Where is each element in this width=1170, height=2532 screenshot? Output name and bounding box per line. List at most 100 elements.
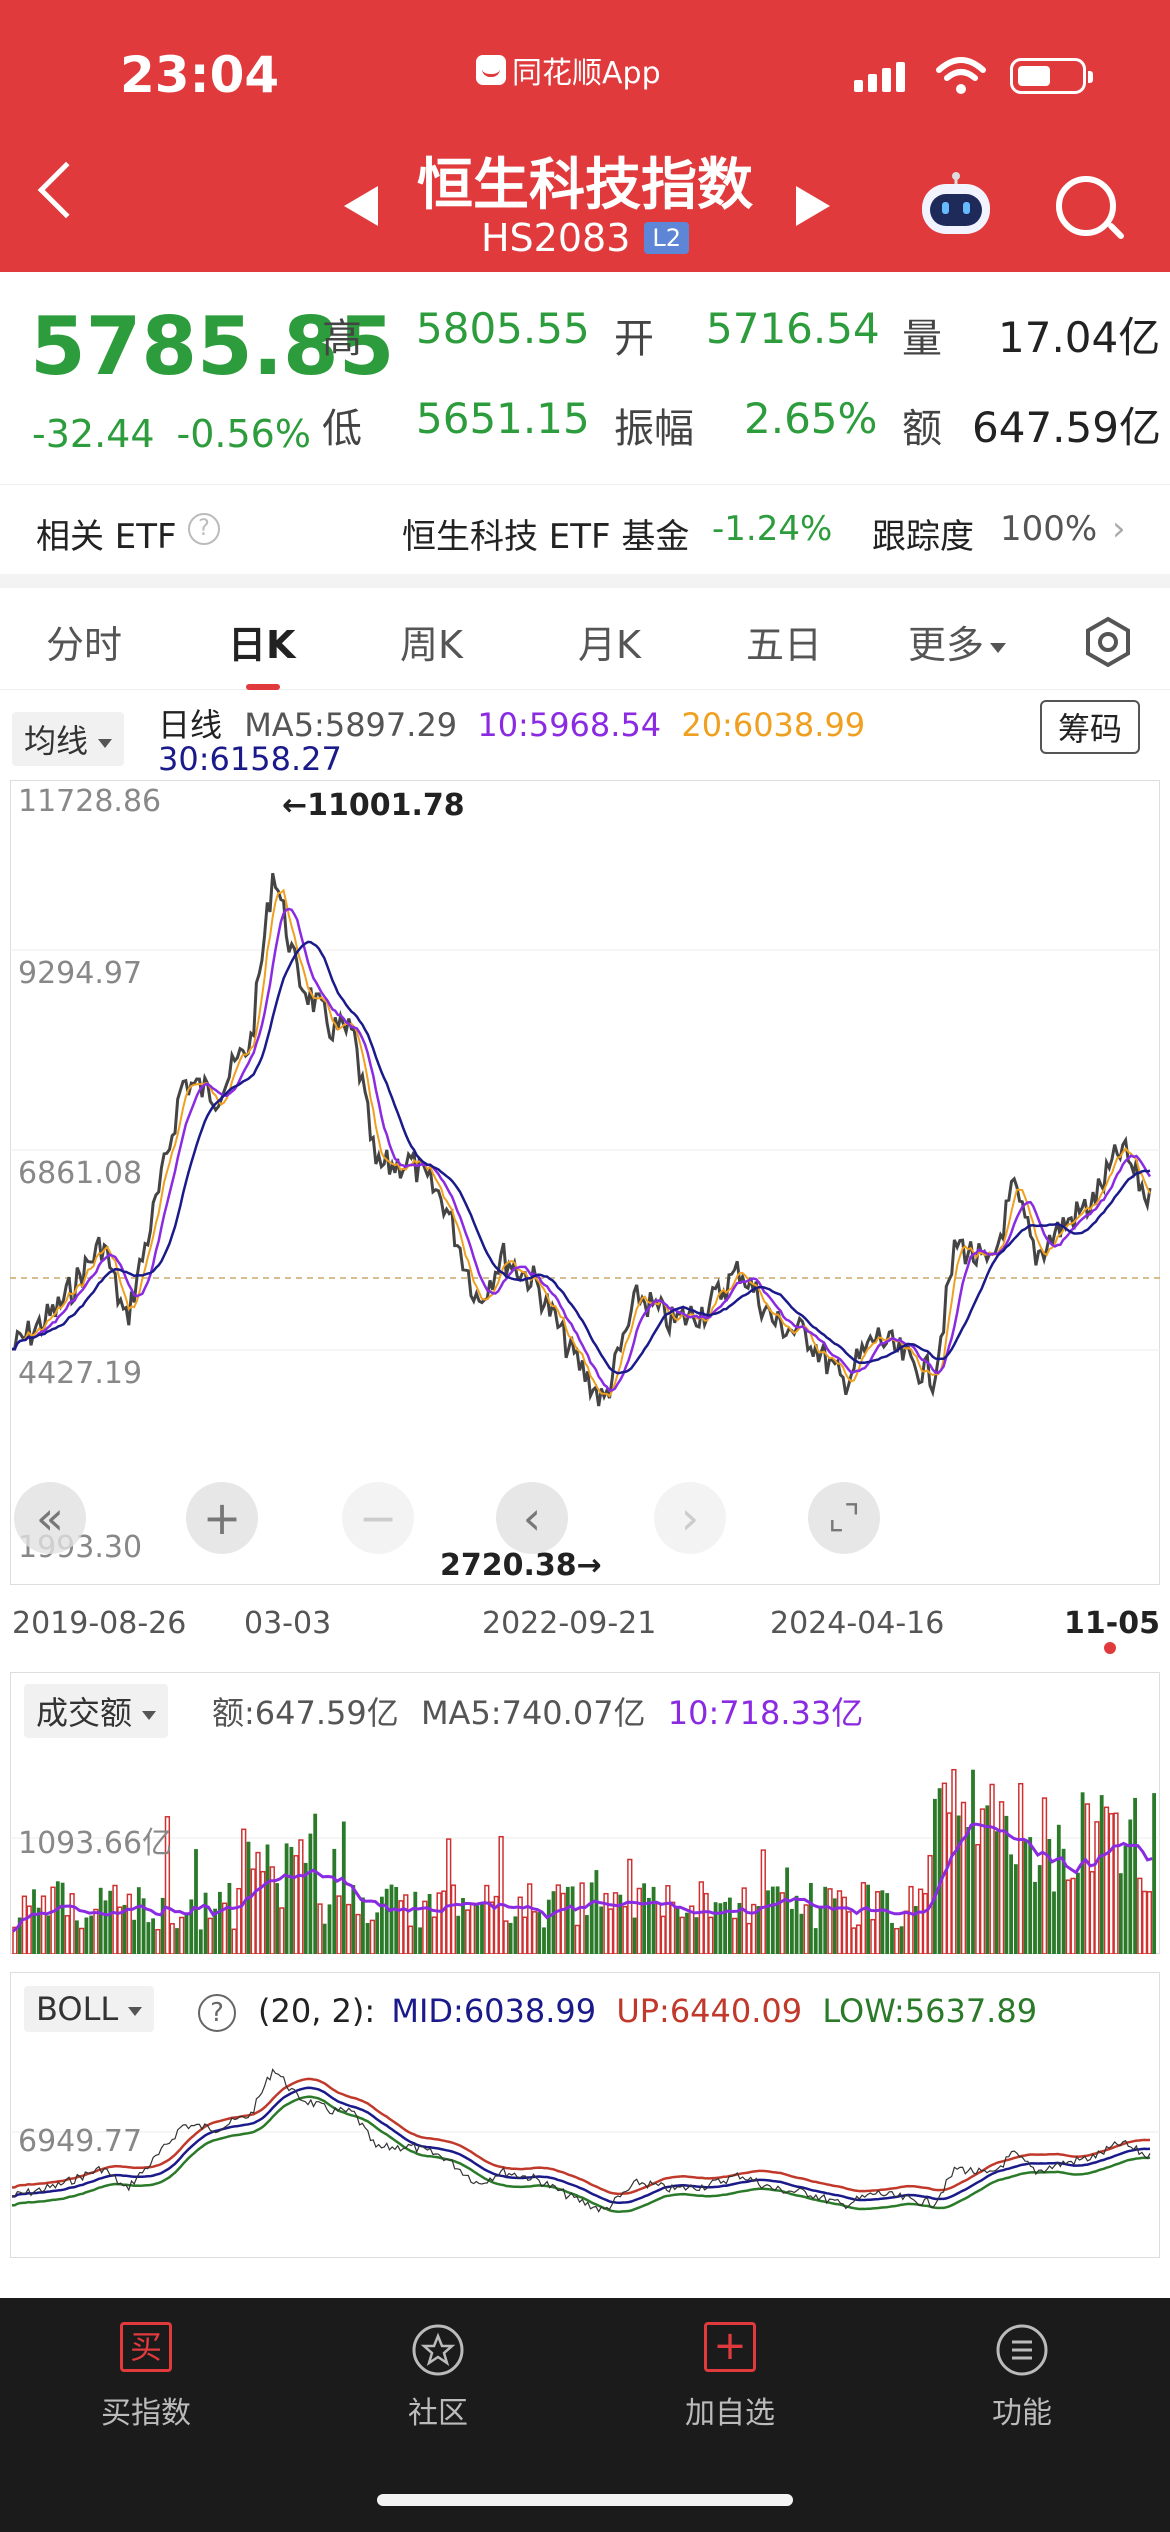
- y-label-max: 11728.86: [18, 784, 162, 819]
- prev-stock-button[interactable]: [344, 186, 378, 226]
- volume-bar: [255, 1851, 261, 1954]
- volume-bar: [403, 1894, 409, 1954]
- fullscreen-icon[interactable]: ⌞⌝: [808, 1482, 880, 1554]
- nav-buy-index[interactable]: 买 买指数: [46, 2322, 246, 2432]
- volume-bar: [484, 1884, 490, 1954]
- volume-bar: [979, 1808, 986, 1954]
- volume-bar: [608, 1908, 614, 1954]
- volume-bar: [922, 1892, 928, 1954]
- scroll-right-button[interactable]: ›: [654, 1482, 726, 1554]
- search-icon[interactable]: [1056, 176, 1116, 236]
- volume-bar: [1052, 1891, 1056, 1954]
- volume-bar: [913, 1906, 918, 1954]
- volume-bar: [1041, 1797, 1048, 1954]
- battery-icon: [1010, 58, 1093, 94]
- tab-monthly-k[interactable]: 月K: [578, 623, 641, 667]
- zoom-out-button[interactable]: −: [342, 1482, 414, 1554]
- volume-ma-line: [12, 1822, 1153, 1933]
- tab-daily-k[interactable]: 日K: [228, 623, 296, 667]
- tab-five-day[interactable]: 五日: [746, 623, 823, 667]
- y-label-4: 4427.19: [18, 1356, 143, 1391]
- volume-bar: [522, 1916, 528, 1954]
- tracking-value: 100%: [1000, 509, 1098, 549]
- boll-low-line: [12, 2095, 1151, 2213]
- volume-bar: [647, 1897, 651, 1954]
- tab-intraday[interactable]: 分时: [46, 623, 123, 667]
- volume-bar: [418, 1927, 422, 1954]
- volume-indicator-dropdown[interactable]: 成交额: [24, 1684, 169, 1738]
- volume-bar: [542, 1927, 546, 1954]
- volume-chart[interactable]: [10, 1740, 1160, 1954]
- volume-bar: [175, 1928, 179, 1954]
- boll-help-icon[interactable]: ?: [198, 1994, 236, 2032]
- next-stock-button[interactable]: [796, 186, 830, 226]
- volume-bar: [799, 1913, 804, 1954]
- volume-bar: [813, 1928, 818, 1954]
- home-indicator[interactable]: [377, 2494, 793, 2506]
- status-time: 23:04: [120, 46, 280, 104]
- volume-bar: [832, 1898, 837, 1954]
- volume-bar: [866, 1884, 870, 1954]
- volume-bar: [946, 1812, 952, 1954]
- chart-tabs: 分时 日K 周K 月K 五日 更多: [0, 600, 1170, 690]
- volume-label: 量: [902, 316, 942, 362]
- volume-bar: [194, 1849, 198, 1954]
- zoom-in-button[interactable]: +: [186, 1482, 258, 1554]
- volume-bar: [475, 1905, 480, 1954]
- bottom-nav: 买 买指数 社区 + 加自选 功能: [0, 2298, 1170, 2532]
- rewind-button[interactable]: «: [14, 1482, 86, 1554]
- tab-more[interactable]: 更多: [908, 614, 1007, 669]
- volume-bar: [112, 1884, 118, 1954]
- level-badge: L2: [644, 222, 690, 254]
- boll-panel-frame[interactable]: [10, 1972, 1160, 2258]
- back-button[interactable]: [37, 161, 95, 219]
- volume-bar: [32, 1889, 36, 1954]
- community-icon: [410, 2322, 466, 2378]
- volume-bar: [36, 1907, 41, 1954]
- volume-bar: [1028, 1837, 1033, 1954]
- volume-bar: [1004, 1815, 1009, 1954]
- chips-button[interactable]: 筹码: [1040, 700, 1141, 754]
- kline-chart-frame[interactable]: [10, 780, 1160, 1585]
- volume-bar: [26, 1905, 32, 1954]
- robot-assistant-icon[interactable]: [918, 172, 994, 238]
- low-value: 5651.15: [416, 394, 590, 443]
- volume-bar: [823, 1886, 828, 1954]
- boll-indicator-dropdown[interactable]: BOLL: [24, 1986, 155, 2032]
- etf-label: 相关 ETF: [36, 517, 177, 557]
- nav-functions[interactable]: 功能: [922, 2322, 1122, 2432]
- volume-bar: [151, 1918, 155, 1954]
- turnover-label: 额: [902, 406, 942, 452]
- nav-add-watchlist[interactable]: + 加自选: [630, 2322, 830, 2432]
- indicator-dropdown[interactable]: 均线: [12, 712, 125, 766]
- volume-bar: [574, 1924, 581, 1954]
- scroll-left-button[interactable]: ‹: [496, 1482, 568, 1554]
- help-icon[interactable]: ?: [188, 513, 220, 545]
- volume-bar: [60, 1882, 65, 1954]
- date-label-4: 2024-04-16: [770, 1606, 945, 1641]
- volume-bar: [1152, 1793, 1156, 1954]
- nav-community[interactable]: 社区: [338, 2322, 538, 2432]
- volume-bar: [21, 1895, 28, 1954]
- volume-bar: [269, 1866, 275, 1954]
- kline-chart[interactable]: [10, 780, 1160, 1585]
- volume-bar: [179, 1916, 185, 1954]
- related-etf-row[interactable]: 相关 ETF ? 恒生科技 ETF 基金 -1.24% 跟踪度 100% ›: [0, 484, 1170, 574]
- boll-low: LOW:5637.89: [822, 1992, 1038, 2030]
- volume-indicator-label: 成交额: [36, 1694, 133, 1732]
- volume-bar: [531, 1911, 538, 1954]
- tab-weekly-k[interactable]: 周K: [400, 623, 463, 667]
- volume-bar: [394, 1887, 399, 1954]
- volume-bar: [236, 1887, 242, 1954]
- volume-bar: [803, 1904, 809, 1954]
- volume-bar: [375, 1912, 380, 1954]
- volume-bar: [517, 1896, 523, 1954]
- volume-bar: [1009, 1854, 1013, 1954]
- volume-bar: [265, 1844, 270, 1954]
- settings-hexagon-icon[interactable]: [1082, 616, 1134, 668]
- volume-bar: [937, 1788, 942, 1954]
- boll-chart[interactable]: [10, 2040, 1160, 2258]
- volume-bar: [503, 1920, 509, 1954]
- nav-label: 加自选: [685, 2396, 775, 2431]
- volume-bar: [389, 1884, 394, 1954]
